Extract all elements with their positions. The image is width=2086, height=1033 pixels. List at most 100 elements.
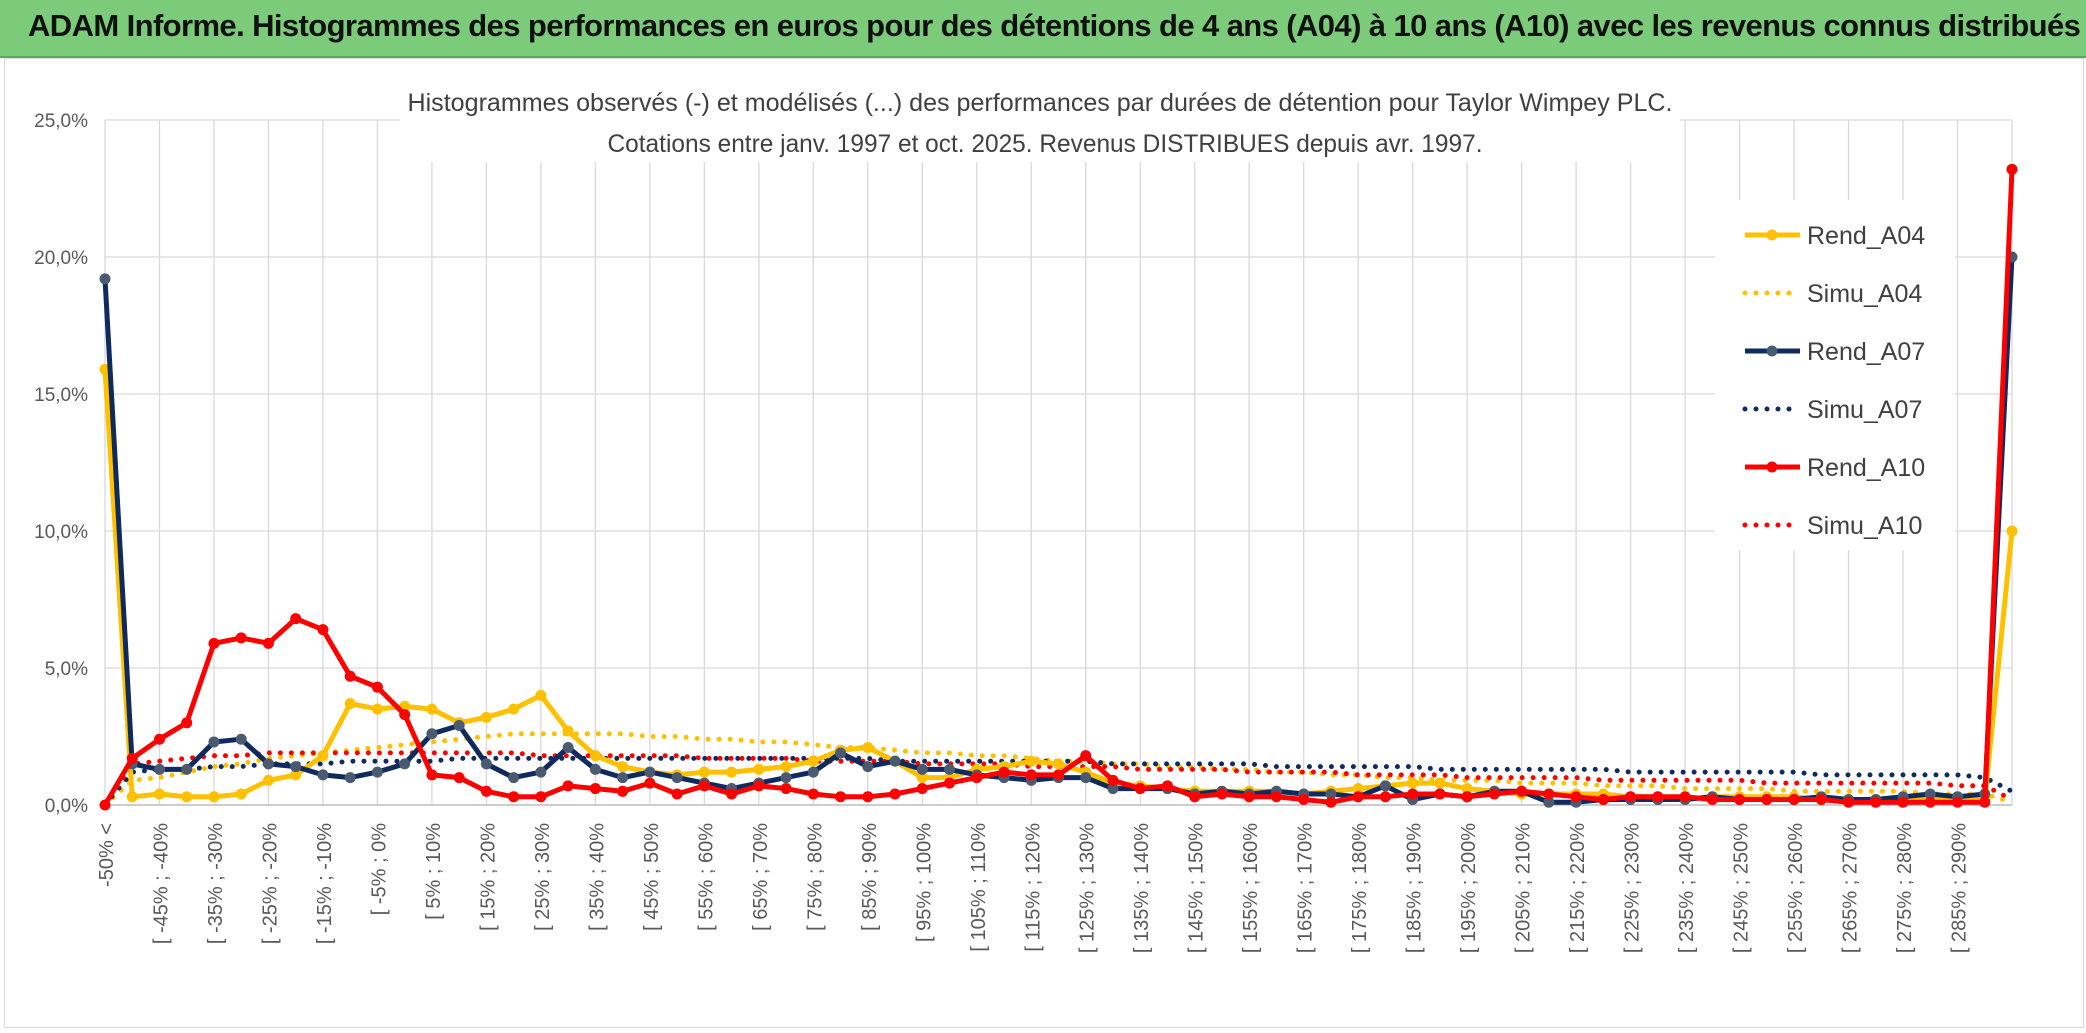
x-tick-label: [ 245% ; 250% xyxy=(1731,823,1753,953)
x-tick-label: [ 25% ; 30% xyxy=(532,823,554,931)
x-tick-label: [ 95% ; 100% xyxy=(913,823,935,942)
legend-label-simu-a10: Simu_A10 xyxy=(1807,512,1922,540)
x-tick-label: [ 145% ; 150% xyxy=(1186,823,1208,953)
data-point-rend-a10 xyxy=(889,788,901,800)
chart-title: Histogrammes observés (-) et modélisés (… xyxy=(408,89,1673,117)
data-point-rend-a10 xyxy=(1134,783,1146,795)
x-tick-label: [ 125% ; 130% xyxy=(1077,823,1099,953)
data-point-rend-a07 xyxy=(535,766,547,778)
data-point-rend-a10 xyxy=(1407,788,1419,800)
data-point-rend-a10 xyxy=(1080,750,1092,762)
data-point-rend-a04 xyxy=(535,689,547,701)
data-point-rend-a07 xyxy=(508,772,520,784)
x-tick-label: [ 185% ; 190% xyxy=(1404,823,1426,953)
x-tick-label: [ 195% ; 200% xyxy=(1458,823,1480,953)
chart-title-group: Histogrammes observés (-) et modélisés (… xyxy=(400,82,1680,162)
data-point-rend-a04 xyxy=(317,750,329,762)
legend-label-rend-a04: Rend_A04 xyxy=(1807,222,1925,250)
y-tick-label: 20,0% xyxy=(34,248,88,269)
data-point-rend-a10 xyxy=(480,785,492,797)
data-point-rend-a07 xyxy=(835,747,847,759)
x-tick-label: [ 225% ; 230% xyxy=(1622,823,1644,953)
data-point-rend-a10 xyxy=(262,637,274,649)
data-point-rend-a04 xyxy=(126,791,138,803)
legend-label-simu-a04: Simu_A04 xyxy=(1807,280,1922,308)
x-tick-label: [ -25% ; -20% xyxy=(259,823,281,944)
data-point-rend-a07 xyxy=(1543,796,1555,808)
data-point-rend-a10 xyxy=(1788,794,1800,806)
data-point-rend-a07 xyxy=(1107,783,1119,795)
data-point-rend-a07 xyxy=(1325,788,1337,800)
data-point-rend-a07 xyxy=(589,763,601,775)
data-point-rend-a10 xyxy=(235,632,247,644)
data-point-rend-a04 xyxy=(426,703,438,715)
data-point-rend-a10 xyxy=(1434,788,1446,800)
x-tick-label: [ 175% ; 180% xyxy=(1349,823,1371,953)
data-point-rend-a10 xyxy=(644,777,656,789)
data-point-rend-a07 xyxy=(671,772,683,784)
data-point-rend-a10 xyxy=(726,788,738,800)
data-point-rend-a10 xyxy=(1216,788,1228,800)
chart-subtitle: Cotations entre janv. 1997 et oct. 2025.… xyxy=(608,130,1483,158)
x-tick-label: -50% < xyxy=(96,823,118,887)
data-point-rend-a10 xyxy=(1679,791,1691,803)
data-point-rend-a10 xyxy=(1270,791,1282,803)
data-point-rend-a07 xyxy=(453,720,465,732)
data-point-rend-a10 xyxy=(181,717,193,729)
data-point-rend-a10 xyxy=(1488,788,1500,800)
data-point-rend-a10 xyxy=(1325,796,1337,808)
data-point-rend-a10 xyxy=(1379,791,1391,803)
data-point-rend-a04 xyxy=(617,761,629,773)
data-point-rend-a10 xyxy=(1025,769,1037,781)
y-tick-label: 15,0% xyxy=(34,385,88,406)
data-point-rend-a07 xyxy=(644,766,656,778)
data-point-rend-a10 xyxy=(1161,780,1173,792)
x-tick-label: [ 275% ; 280% xyxy=(1894,823,1916,953)
x-tick-label: [ 265% ; 270% xyxy=(1840,823,1862,953)
x-tick-label: [ 35% ; 40% xyxy=(586,823,608,931)
data-point-rend-a10 xyxy=(317,624,329,636)
data-point-rend-a10 xyxy=(1570,791,1582,803)
y-tick-label: 5,0% xyxy=(45,659,88,680)
report-banner: ADAM Informe. Histogrammes des performan… xyxy=(0,0,2086,58)
data-point-rend-a04 xyxy=(753,763,765,775)
legend-marker-rend-a07 xyxy=(1766,345,1778,357)
data-point-rend-a10 xyxy=(1053,769,1064,781)
data-point-rend-a10 xyxy=(99,799,111,811)
data-point-rend-a07 xyxy=(862,761,874,773)
data-point-rend-a10 xyxy=(535,791,547,803)
data-point-rend-a10 xyxy=(1843,796,1855,808)
data-point-rend-a07 xyxy=(262,758,274,770)
x-tick-label: [ -45% ; -40% xyxy=(150,823,172,944)
report-title: ADAM Informe. Histogrammes des performan… xyxy=(28,8,2081,43)
data-point-rend-a10 xyxy=(1543,788,1555,800)
data-point-rend-a07 xyxy=(235,733,247,745)
data-point-rend-a07 xyxy=(480,758,492,770)
data-point-rend-a07 xyxy=(208,736,220,748)
data-point-rend-a07 xyxy=(99,273,111,285)
x-tick-label: [ 255% ; 260% xyxy=(1785,823,1807,953)
data-point-rend-a10 xyxy=(153,733,165,745)
data-point-rend-a10 xyxy=(344,670,356,682)
data-point-rend-a07 xyxy=(426,728,438,740)
x-tick-label: [ 105% ; 110% xyxy=(968,823,990,952)
data-point-rend-a10 xyxy=(1734,794,1746,806)
data-point-rend-a04 xyxy=(780,761,792,773)
data-point-rend-a07 xyxy=(290,761,302,773)
data-point-rend-a04 xyxy=(726,766,738,778)
data-point-rend-a10 xyxy=(562,780,574,792)
data-point-rend-a07 xyxy=(399,758,411,770)
x-tick-label: [ 155% ; 160% xyxy=(1240,823,1262,953)
legend-marker-rend-a04 xyxy=(1766,229,1778,241)
legend-label-rend-a07: Rend_A07 xyxy=(1807,338,1925,366)
data-point-rend-a04 xyxy=(235,788,247,800)
data-point-rend-a07 xyxy=(780,772,792,784)
data-point-rend-a07 xyxy=(153,763,165,775)
x-tick-label: [ 55% ; 60% xyxy=(695,823,717,931)
data-point-rend-a04 xyxy=(589,750,601,762)
data-point-rend-a10 xyxy=(1461,791,1473,803)
data-point-rend-a10 xyxy=(1952,796,1964,808)
data-point-rend-a10 xyxy=(453,772,465,784)
